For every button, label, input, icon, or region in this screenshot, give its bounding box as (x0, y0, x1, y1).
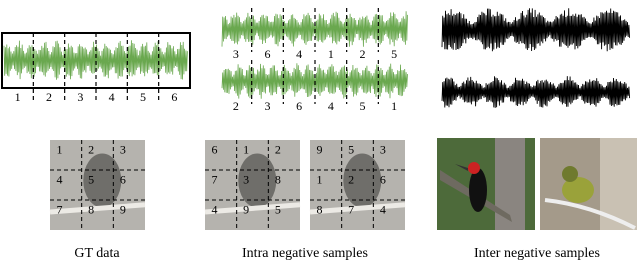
segment-label: 1 (328, 47, 334, 61)
segment-label: 6 (265, 47, 271, 61)
grid-label: 4 (380, 203, 386, 217)
waveform (3, 40, 188, 80)
caption: Inter negative samples (474, 246, 600, 261)
segment-label: 5 (140, 90, 146, 104)
segment-label: 1 (15, 90, 21, 104)
waveform (441, 76, 631, 108)
bird-photo (437, 138, 535, 230)
grid-label: 7 (212, 173, 218, 187)
segment-label: 5 (360, 99, 366, 113)
grid-label: 2 (348, 173, 354, 187)
grid-label: 7 (57, 203, 63, 217)
bird-photo (540, 138, 637, 230)
segment-label: 3 (77, 90, 83, 104)
grid-label: 2 (275, 143, 281, 157)
grid-label: 8 (317, 203, 323, 217)
grid-label: 8 (275, 173, 281, 187)
grid-label: 6 (120, 173, 126, 187)
grid-label: 3 (380, 143, 386, 157)
segment-label: 2 (360, 47, 366, 61)
segment-label: 3 (233, 47, 239, 61)
segment-label: 2 (233, 99, 239, 113)
segment-label: 4 (109, 90, 115, 104)
grid-label: 4 (57, 173, 63, 187)
grid-label: 1 (317, 173, 323, 187)
caption: GT data (74, 246, 120, 261)
grid-label: 3 (243, 173, 249, 187)
branch (309, 202, 406, 215)
grid-label: 7 (348, 203, 354, 217)
segment-label: 3 (265, 99, 271, 113)
grid-label: 1 (243, 143, 249, 157)
grid-label: 5 (275, 203, 281, 217)
waveform (441, 8, 631, 52)
caption: Intra negative samples (242, 246, 368, 261)
grid-label: 9 (120, 203, 126, 217)
grid-label: 5 (88, 173, 94, 187)
grid-label: 9 (243, 203, 249, 217)
bird-shape (343, 153, 382, 208)
segment-label: 6 (171, 90, 177, 104)
waveform (221, 11, 408, 47)
grid-label: 9 (317, 143, 323, 157)
grid-label: 5 (348, 143, 354, 157)
grid-label: 6 (380, 173, 386, 187)
grid-label: 2 (88, 143, 94, 157)
segment-label: 4 (328, 99, 334, 113)
grid-label: 1 (57, 143, 63, 157)
segment-label: 1 (391, 99, 397, 113)
grid-label: 4 (212, 203, 218, 217)
grid-label: 6 (212, 143, 218, 157)
segment-label: 2 (46, 90, 52, 104)
bird-shape (83, 153, 122, 208)
segment-label: 6 (296, 99, 302, 113)
segment-label: 4 (296, 47, 302, 61)
bird-shape (238, 153, 277, 208)
segment-label: 5 (391, 47, 397, 61)
branch (204, 202, 301, 215)
branch (49, 202, 146, 215)
grid-label: 3 (120, 143, 126, 157)
grid-label: 8 (88, 203, 94, 217)
